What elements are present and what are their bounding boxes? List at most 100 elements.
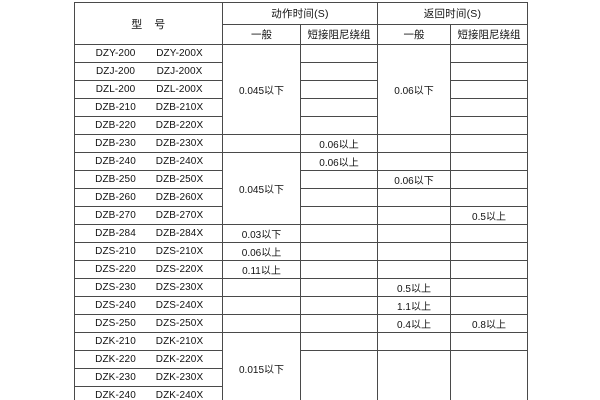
table-body: DZY-200 DZY-200X 0.045以下 0.06以下 DZJ-200 DZ… — [74, 44, 528, 400]
return-shorted-empty — [450, 98, 528, 117]
action-shorted-empty — [300, 80, 378, 99]
action-general-value: 0.03以下 — [222, 224, 301, 243]
action-shorted-empty — [300, 350, 378, 400]
return-shorted-value: 0.8以上 — [450, 314, 528, 333]
return-shorted-empty — [450, 80, 528, 99]
header-return-shorted-damping: 短接阻尼绕组 — [450, 24, 528, 45]
action-shorted-empty — [300, 224, 378, 243]
return-general-value: 0.06以下 — [377, 44, 451, 135]
return-general-value: 0.5以上 — [377, 278, 451, 297]
return-general-empty — [377, 206, 451, 225]
table-row: DZB-220 DZB-220X — [74, 116, 528, 135]
model-code-b: DZB-270X — [155, 210, 204, 221]
model-code-b: DZS-240X — [155, 300, 204, 311]
model-code-a: DZB-250 — [95, 174, 136, 185]
return-general-value: 1.1以上 — [377, 296, 451, 315]
model-code-a: DZB-284 — [95, 228, 136, 239]
return-general-empty — [377, 260, 451, 279]
header-row-sub: 一般 短接阻尼绕组 一般 短接阻尼绕组 — [75, 24, 528, 45]
action-general-value: 0.11以上 — [222, 260, 301, 279]
model-code-a: DZK-230 — [95, 372, 136, 383]
return-shorted-empty — [450, 134, 528, 153]
model-code-b: DZY-200X — [156, 48, 203, 59]
table-row: DZB-284 DZB-284X 0.03以下 — [74, 224, 528, 243]
model-cell: DZB-240 DZB-240X — [74, 152, 223, 171]
return-general-value: 0.4以上 — [377, 314, 451, 333]
table-row: DZB-240 DZB-240X 0.045以下 0.06以上 — [74, 152, 528, 225]
table-row: DZL-200 DZL-200X — [74, 80, 528, 99]
model-cell: DZK-220 DZK-220X — [74, 350, 223, 369]
model-cell: DZB-230 DZB-230X — [74, 134, 223, 153]
model-cell: DZS-250 DZS-250X — [74, 314, 223, 333]
model-code-a: DZL-200 — [95, 84, 136, 95]
model-cell: DZB-260 DZB-260X — [74, 188, 223, 207]
action-general-value: 0.045以下 — [222, 44, 301, 135]
header-action-general: 一般 — [222, 24, 301, 45]
header-action-time: 动作时间(S) — [222, 2, 378, 25]
header-row-top: 型 号 动作时间(S) 返回时间(S) — [74, 2, 528, 45]
return-general-value: 0.06以下 — [377, 170, 451, 189]
model-code-b: DZB-240X — [155, 156, 204, 167]
return-shorted-empty — [450, 350, 528, 400]
action-general-empty — [222, 314, 301, 333]
relay-spec-table: 型 号 动作时间(S) 返回时间(S) 一般 短接阻尼绕组 一般 短接阻尼绕组 … — [74, 2, 528, 400]
action-shorted-empty — [300, 170, 378, 189]
model-cell: DZK-240 DZK-240X — [74, 386, 223, 400]
return-shorted-empty — [450, 62, 528, 81]
action-general-empty — [222, 278, 301, 297]
model-code-b: DZK-210X — [155, 336, 204, 347]
model-code-b: DZK-220X — [155, 354, 204, 365]
model-code-b: DZK-240X — [155, 390, 204, 400]
action-shorted-empty — [300, 242, 378, 261]
table-row: DZY-200 DZY-200X 0.045以下 0.06以下 — [74, 44, 528, 135]
table-row: DZS-230 DZS-230X 0.5以上 — [74, 278, 528, 297]
model-code-a: DZS-210 — [95, 246, 136, 257]
table-row: DZK-220 DZK-220X — [74, 350, 528, 400]
model-code-a: DZK-220 — [95, 354, 136, 365]
header-model-label: 型 号 — [131, 18, 166, 31]
model-code-a: DZY-200 — [95, 48, 136, 59]
action-shorted-empty — [300, 188, 378, 207]
action-general-empty — [222, 296, 301, 315]
return-general-empty — [377, 242, 451, 261]
model-code-a: DZK-210 — [95, 336, 136, 347]
table-row: DZS-210 DZS-210X 0.06以上 — [74, 242, 528, 261]
model-code-a: DZS-220 — [95, 264, 136, 275]
action-general-value: 0.015以下 — [222, 332, 301, 400]
model-cell: DZK-230 DZK-230X — [74, 368, 223, 387]
model-code-a: DZB-270 — [95, 210, 136, 221]
model-code-b: DZS-210X — [155, 246, 204, 257]
model-cell: DZY-200 DZY-200X — [74, 44, 223, 63]
model-code-b: DZB-220X — [155, 120, 204, 131]
model-cell: DZS-230 DZS-230X — [74, 278, 223, 297]
return-shorted-empty — [450, 152, 528, 171]
return-shorted-empty — [450, 260, 528, 279]
table-row: DZS-220 DZS-220X 0.11以上 — [74, 260, 528, 279]
return-shorted-empty — [450, 224, 528, 243]
header-action-shorted-damping: 短接阻尼绕组 — [300, 24, 378, 45]
header-return-time: 返回时间(S) — [377, 2, 528, 25]
model-code-a: DZS-250 — [95, 318, 136, 329]
table-row: DZB-260 DZB-260X — [74, 188, 528, 207]
return-shorted-empty — [450, 188, 528, 207]
model-code-a: DZK-240 — [95, 390, 136, 400]
return-shorted-empty — [450, 44, 528, 63]
return-shorted-empty — [450, 278, 528, 297]
return-shorted-empty — [450, 296, 528, 315]
table-row: DZB-270 DZB-270X 0.5以上 — [74, 206, 528, 225]
model-cell: DZL-200 DZL-200X — [74, 80, 223, 99]
action-general-value: 0.06以上 — [222, 242, 301, 261]
model-cell: DZB-220 DZB-220X — [74, 116, 223, 135]
model-code-b: DZB-230X — [155, 138, 204, 149]
model-code-a: DZB-220 — [95, 120, 136, 131]
action-shorted-empty — [300, 116, 378, 135]
model-cell: DZS-220 DZS-220X — [74, 260, 223, 279]
action-shorted-empty — [300, 260, 378, 279]
return-shorted-empty — [450, 116, 528, 135]
model-code-b: DZB-284X — [155, 228, 204, 239]
model-cell: DZK-210 DZK-210X — [74, 332, 223, 351]
model-code-a: DZB-240 — [95, 156, 136, 167]
action-shorted-empty — [300, 278, 378, 297]
table-row: DZS-240 DZS-240X 1.1以上 — [74, 296, 528, 315]
